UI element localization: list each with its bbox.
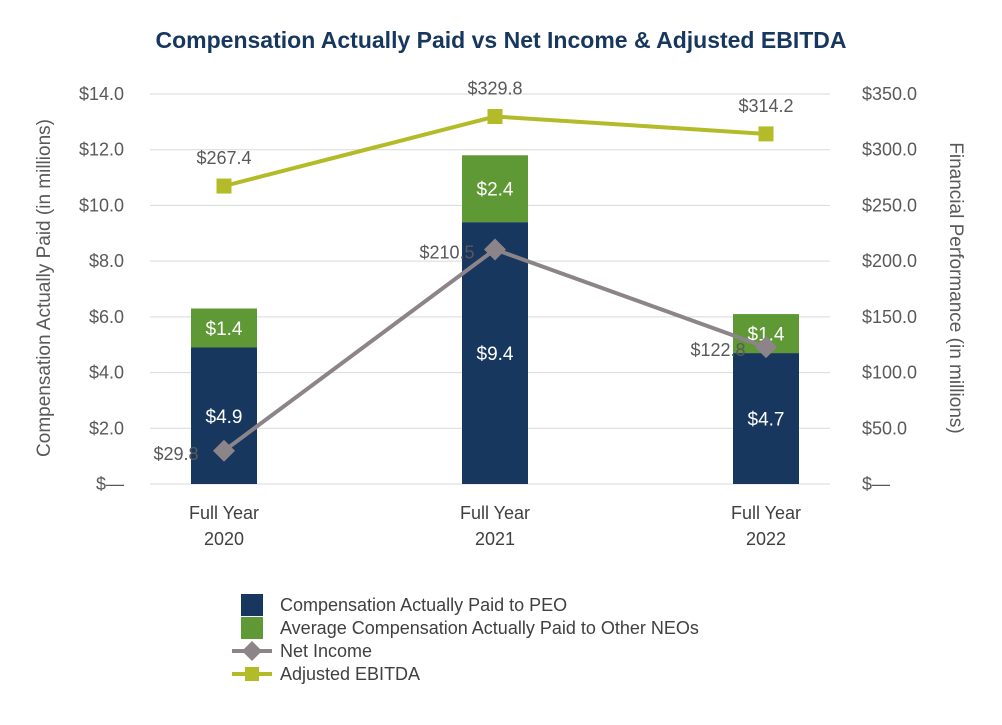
left-tick-label: $12.0 [79,140,124,160]
bar-value-label: $9.4 [477,344,514,365]
left-axis-title: Compensation Actually Paid (in millions) [34,119,55,457]
legend-swatch [241,617,263,639]
left-tick-label: $10.0 [79,195,124,215]
category-label-line1: Full Year [189,503,259,523]
right-tick-label: $— [862,474,890,494]
bar-segment [733,353,799,484]
legend-diamond-marker [242,641,262,661]
bar-value-label: $4.7 [748,410,785,431]
diamond-marker [213,439,235,462]
left-tick-label: $14.0 [79,84,124,104]
right-tick-label: $350.0 [862,84,917,104]
bar-segment [462,155,528,223]
right-tick-label: $50.0 [862,418,907,438]
legend-label: Adjusted EBITDA [280,664,420,684]
right-tick-label: $150.0 [862,307,917,327]
bar-value-label: $2.4 [477,180,514,201]
right-tick-label: $100.0 [862,363,917,383]
category-label-line2: 2022 [746,529,786,549]
line-value-label: $267.4 [196,148,251,168]
square-marker [758,126,774,142]
square-marker [487,109,503,125]
left-axis-ticks: $— $2.0 $4.0 $6.0 $8.0 $10.0 $12.0 $14.0 [79,84,124,494]
category-label-line1: Full Year [460,503,530,523]
chart-title: Compensation Actually Paid vs Net Income… [156,27,847,53]
square-marker [216,178,232,194]
left-tick-label: $2.0 [89,418,124,438]
line-value-label: $122.8 [690,340,745,360]
diamond-marker [755,336,777,359]
left-tick-label: $6.0 [89,307,124,327]
line-value-label: $29.8 [153,444,198,464]
bars: $4.9 $1.4 $9.4 $2.4 $4.7 $1.4 [191,155,799,484]
legend-square-marker [245,667,259,681]
right-tick-label: $200.0 [862,251,917,271]
bar-value-label: $1.4 [748,325,785,346]
legend: Compensation Actually Paid to PEO Average… [232,594,699,684]
line-value-label: $314.2 [738,96,793,116]
category-label-line1: Full Year [731,503,801,523]
right-tick-label: $300.0 [862,140,917,160]
legend-label: Compensation Actually Paid to PEO [280,595,567,615]
right-tick-label: $250.0 [862,195,917,215]
right-axis-ticks: $— $50.0 $100.0 $150.0 $200.0 $250.0 $300.0 $35… [862,84,917,494]
right-axis-title: Financial Performance (in millions) [945,142,966,433]
bar-value-label: $1.4 [206,319,243,340]
line-value-label: $210.5 [419,242,474,262]
lines: $29.8 $210.5 $122.8 $267.4 $329.8 $314.2 [153,79,793,464]
bar-value-label: $4.9 [206,407,243,428]
left-tick-label: $4.0 [89,363,124,383]
line-value-label: $329.8 [467,79,522,99]
left-tick-label: $— [96,474,124,494]
left-tick-label: $8.0 [89,251,124,271]
legend-swatch [241,594,263,616]
bar-segment [191,308,257,348]
legend-label: Average Compensation Actually Paid to Ot… [280,618,699,638]
category-label-line2: 2021 [475,529,515,549]
legend-label: Net Income [280,641,372,661]
diamond-marker [484,238,506,261]
category-label-line2: 2020 [204,529,244,549]
category-labels: Full Year 2020 Full Year 2021 Full Year 2022 [189,503,801,549]
